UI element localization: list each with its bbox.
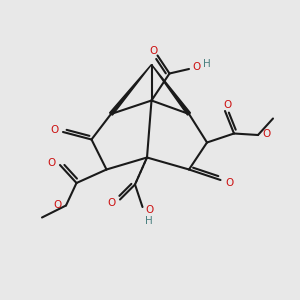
Text: O: O (47, 158, 56, 168)
Polygon shape (152, 64, 190, 115)
Text: O: O (262, 129, 271, 140)
Text: O: O (107, 197, 116, 208)
Text: O: O (224, 100, 232, 110)
Text: O: O (146, 205, 154, 215)
Text: O: O (50, 124, 59, 135)
Text: O: O (54, 200, 62, 210)
Text: O: O (150, 46, 158, 56)
Text: H: H (202, 58, 210, 69)
Polygon shape (110, 64, 152, 115)
Text: O: O (192, 62, 201, 72)
Text: H: H (145, 215, 152, 226)
Text: O: O (225, 178, 234, 188)
